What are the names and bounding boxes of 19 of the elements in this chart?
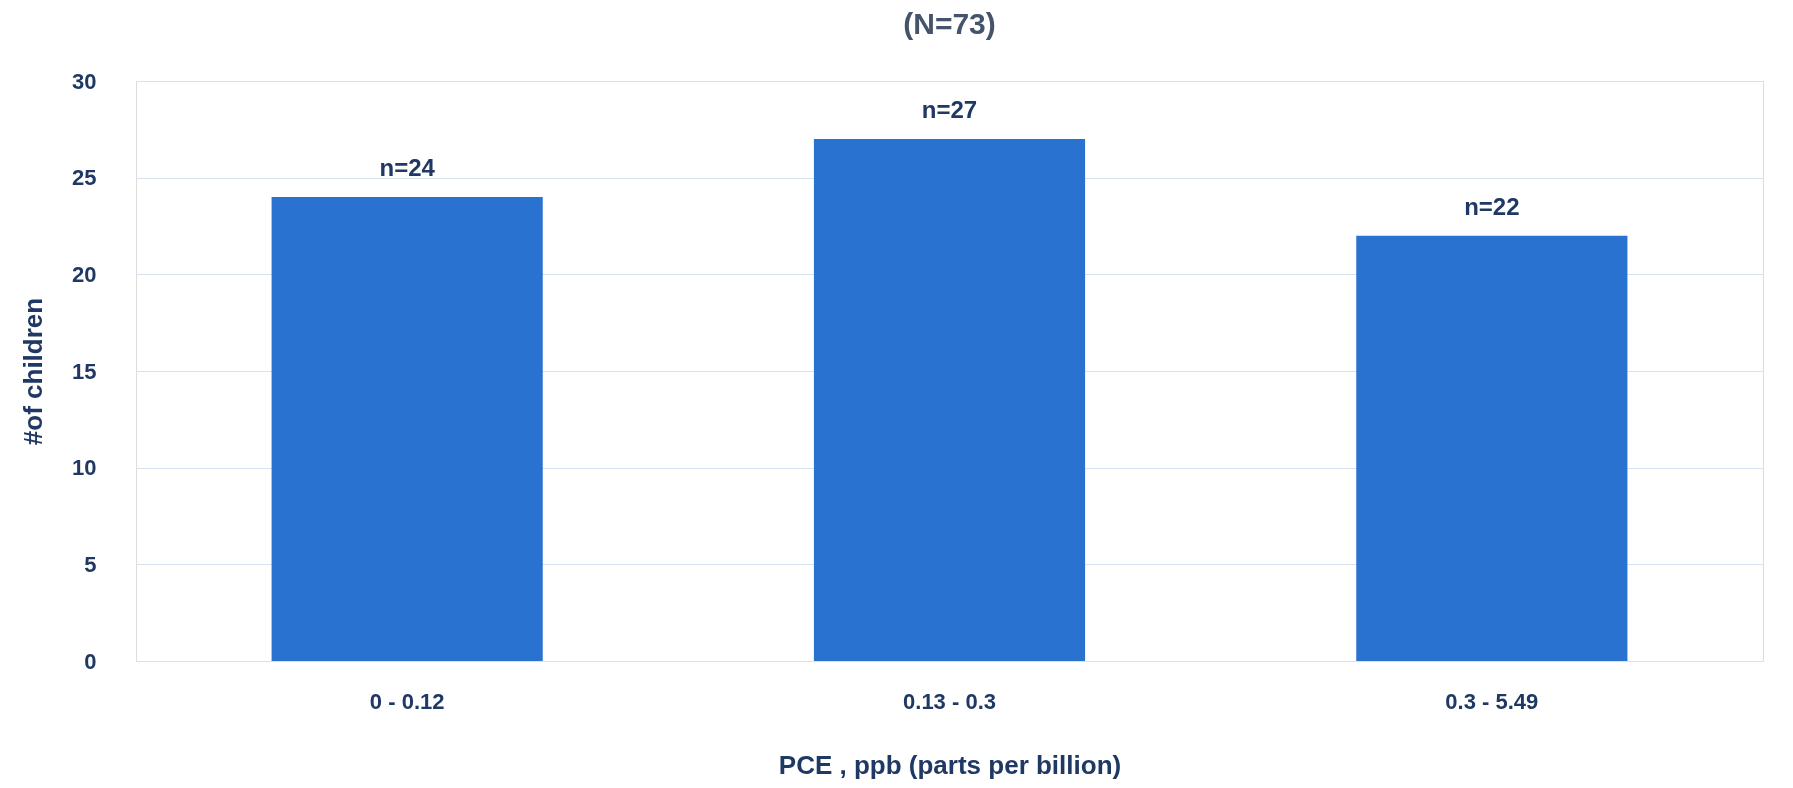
y-tick-label: 20 [72,261,97,287]
bar [271,197,543,661]
y-axis-title: #of children [18,297,49,446]
y-tick-label: 15 [72,358,97,384]
y-tick-label: 25 [72,165,97,191]
y-tick-label: 30 [72,68,97,94]
x-axis-title: PCE , ppb (parts per billion) [778,749,1122,780]
y-tick-label: 0 [84,648,97,674]
y-tick-label: 10 [72,455,97,481]
y-tick-label: 5 [84,551,97,577]
bar [1356,235,1628,661]
data-label: n=27 [921,96,978,123]
x-tick-label: 0 - 0.12 [369,688,445,714]
chart-title: (N=73) [903,7,996,40]
data-label: n=24 [379,154,436,181]
x-tick-label: 0.3 - 5.49 [1445,688,1539,714]
data-label: n=22 [1464,192,1520,220]
bar [813,139,1086,661]
x-tick-label: 0.13 - 0.3 [903,688,996,714]
